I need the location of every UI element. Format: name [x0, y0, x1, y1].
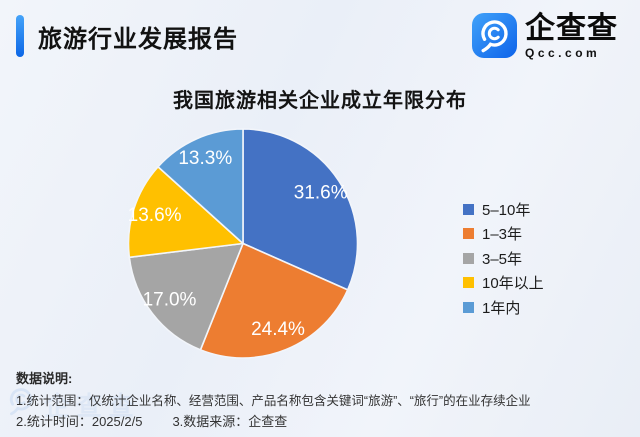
- pie-slice: [242, 128, 359, 291]
- footer-note-meta: 2.统计时间：2025/2/5 3.数据来源：企查查: [16, 411, 287, 430]
- page-title: 旅游行业发展报告: [38, 26, 238, 53]
- legend-swatch: [463, 277, 474, 289]
- legend-label: 5–10年: [482, 201, 531, 219]
- legend-label: 3–5年: [482, 250, 523, 268]
- qcc-spiral-magnifier-icon: [472, 13, 517, 58]
- legend-swatch: [463, 301, 474, 313]
- pie-slice-label: 13.3%: [178, 148, 232, 169]
- pie-slice-label: 31.6%: [294, 182, 348, 203]
- qcc-logo: 企查查 Qcc.com: [472, 13, 618, 60]
- pie-chart: 31.6% 24.4% 17.0% 13.6% 13.3%: [127, 128, 359, 359]
- footer-note-source: 3.数据来源：企查查: [172, 414, 288, 429]
- chart-title: 我国旅游相关企业成立年限分布: [173, 90, 467, 112]
- qcc-logo-name: 企查查: [525, 12, 618, 45]
- footer-heading: 数据说明:: [16, 371, 73, 386]
- pie-slice: [127, 165, 244, 259]
- pie-slice-label: 24.4%: [251, 319, 305, 340]
- pie-slice-label: 17.0%: [143, 290, 197, 311]
- legend-swatch: [463, 252, 474, 264]
- legend-item: 1–3年: [463, 222, 544, 247]
- footer-note-scope: 1.统计范围：仅统计企业名称、经营范围、产品名称包含关键词“旅游”、“旅行”的在…: [16, 394, 531, 408]
- legend-item: 5–10年: [463, 197, 544, 222]
- legend-swatch: [463, 203, 474, 215]
- pie-slice: [199, 242, 349, 359]
- legend-item: 1年内: [463, 295, 544, 320]
- legend-item: 10年以上: [463, 271, 544, 296]
- legend-label: 1–3年: [482, 226, 523, 244]
- chart-legend: 5–10年 1–3年 3–5年 10年以上 1年内: [463, 197, 544, 320]
- pie-slice-label: 13.6%: [128, 205, 182, 226]
- pie-slice: [128, 242, 244, 351]
- title-accent-bar: [16, 15, 24, 57]
- qcc-logo-text: 企查查 Qcc.com: [525, 13, 618, 60]
- legend-item: 3–5年: [463, 246, 544, 271]
- footer-note-date: 2.统计时间：2025/2/5: [16, 414, 143, 429]
- qcc-logo-domain: Qcc.com: [525, 46, 601, 60]
- legend-swatch: [463, 228, 474, 240]
- legend-label: 10年以上: [482, 275, 544, 293]
- pie-slice: [157, 128, 244, 245]
- legend-label: 1年内: [482, 299, 521, 317]
